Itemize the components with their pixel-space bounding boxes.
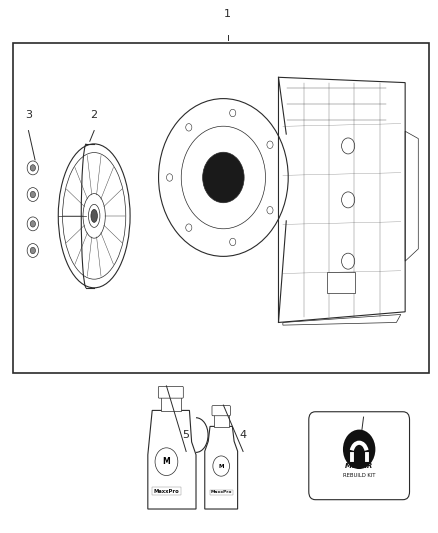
Circle shape [166,174,173,181]
Text: 2: 2 [91,110,98,120]
Circle shape [343,430,375,469]
Circle shape [30,221,35,227]
Text: REBUILD KIT: REBUILD KIT [343,473,375,479]
FancyBboxPatch shape [309,411,410,500]
Text: 1: 1 [224,9,231,19]
Circle shape [155,448,178,475]
Text: MaxxPro: MaxxPro [210,490,232,495]
FancyBboxPatch shape [160,397,181,411]
Text: MOPAR: MOPAR [345,463,373,470]
Circle shape [203,152,244,203]
Circle shape [267,141,273,149]
Circle shape [230,109,236,117]
Text: 6: 6 [356,430,363,440]
FancyBboxPatch shape [327,272,355,293]
Text: MaxxPro: MaxxPro [154,489,179,494]
Text: 3: 3 [25,110,32,120]
FancyBboxPatch shape [13,43,429,373]
Circle shape [30,191,35,198]
Circle shape [186,124,192,131]
Circle shape [30,165,35,171]
Circle shape [186,224,192,231]
Circle shape [230,238,236,246]
Text: 4: 4 [240,430,247,440]
Text: M: M [162,457,170,466]
Circle shape [213,456,230,476]
Circle shape [30,247,35,254]
Text: 5: 5 [183,430,190,440]
Text: M: M [219,464,224,469]
FancyBboxPatch shape [214,414,229,427]
Circle shape [267,206,273,214]
Ellipse shape [91,209,97,222]
FancyBboxPatch shape [212,406,230,416]
FancyBboxPatch shape [158,386,183,398]
